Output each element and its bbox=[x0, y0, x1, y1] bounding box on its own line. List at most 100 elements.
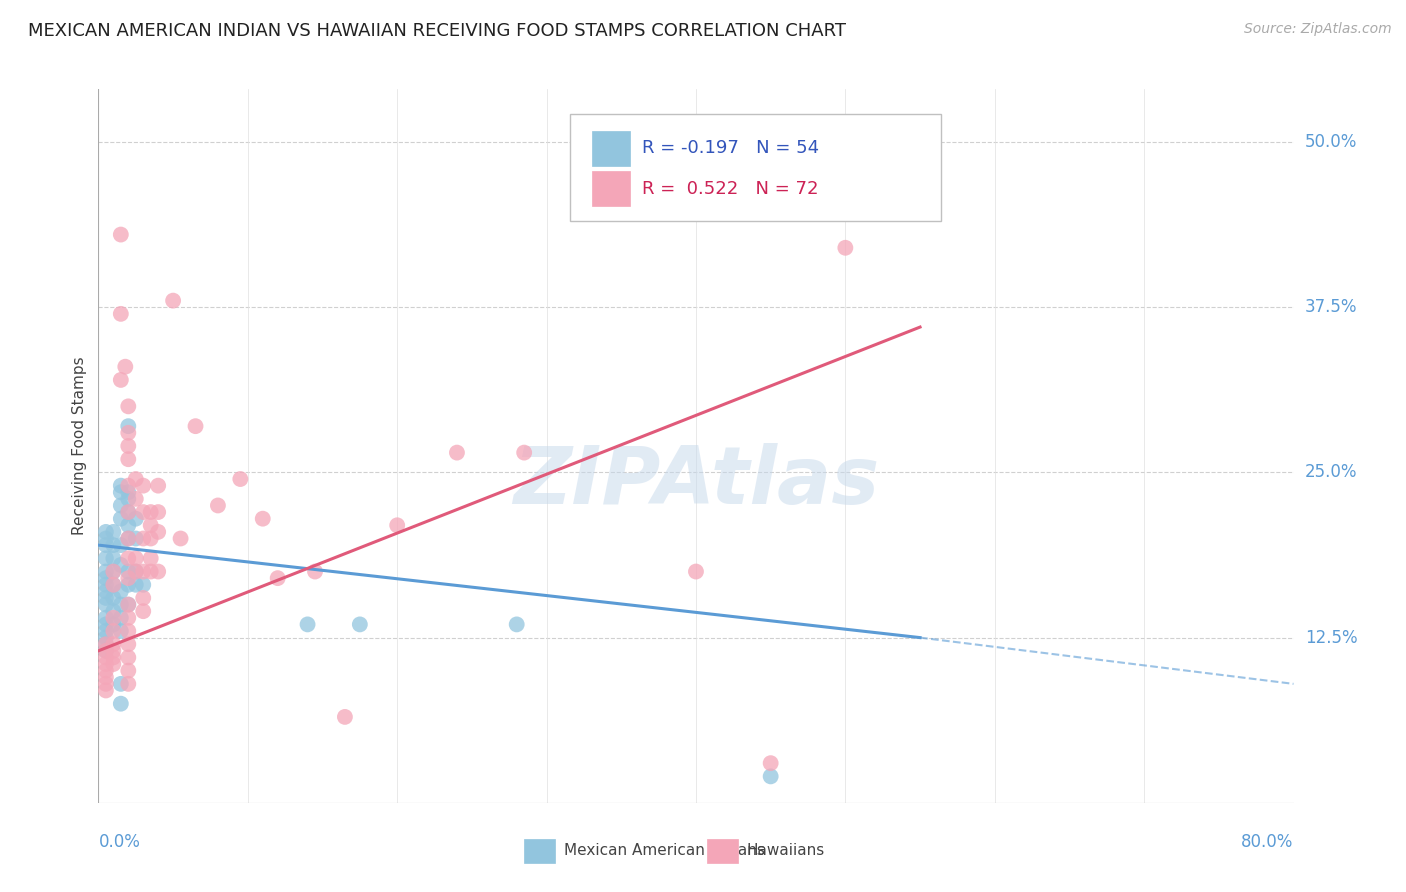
Point bbox=[132, 578, 155, 592]
Point bbox=[759, 756, 782, 771]
Point bbox=[125, 565, 148, 579]
Point bbox=[94, 591, 117, 605]
Point bbox=[117, 505, 139, 519]
Point bbox=[117, 491, 139, 506]
Point bbox=[207, 499, 229, 513]
Point bbox=[94, 578, 117, 592]
Point bbox=[834, 241, 856, 255]
FancyBboxPatch shape bbox=[592, 171, 630, 206]
Text: 80.0%: 80.0% bbox=[1241, 833, 1294, 851]
Point bbox=[94, 611, 117, 625]
Point bbox=[103, 591, 125, 605]
Point bbox=[117, 400, 139, 414]
Text: Hawaiians: Hawaiians bbox=[747, 844, 825, 858]
Point bbox=[125, 511, 148, 525]
Point bbox=[117, 419, 139, 434]
Point bbox=[148, 505, 170, 519]
Point bbox=[132, 565, 155, 579]
Point bbox=[117, 611, 139, 625]
Point bbox=[94, 532, 117, 546]
Point bbox=[94, 670, 117, 684]
Point bbox=[110, 584, 132, 599]
Text: 50.0%: 50.0% bbox=[1305, 133, 1357, 151]
Point bbox=[110, 538, 132, 552]
Point bbox=[110, 611, 132, 625]
Text: Source: ZipAtlas.com: Source: ZipAtlas.com bbox=[1244, 22, 1392, 37]
Point bbox=[513, 445, 536, 459]
Point bbox=[117, 485, 139, 500]
Point bbox=[103, 611, 125, 625]
Point bbox=[333, 710, 356, 724]
Y-axis label: Receiving Food Stamps: Receiving Food Stamps bbox=[72, 357, 87, 535]
Point bbox=[94, 624, 117, 638]
Point bbox=[94, 617, 117, 632]
Point bbox=[385, 518, 409, 533]
Point bbox=[117, 439, 139, 453]
Point bbox=[110, 227, 132, 242]
Point bbox=[110, 373, 132, 387]
Point bbox=[117, 518, 139, 533]
Point bbox=[94, 571, 117, 585]
Point bbox=[110, 677, 132, 691]
Point bbox=[162, 293, 184, 308]
Point bbox=[94, 584, 117, 599]
Point bbox=[94, 565, 117, 579]
Point bbox=[125, 532, 148, 546]
Point bbox=[139, 532, 162, 546]
Point bbox=[103, 644, 125, 658]
Point bbox=[117, 664, 139, 678]
Point bbox=[114, 359, 136, 374]
Point bbox=[94, 637, 117, 651]
Point bbox=[125, 551, 148, 566]
Point bbox=[103, 551, 125, 566]
Point bbox=[103, 650, 125, 665]
Point bbox=[94, 683, 117, 698]
Point bbox=[94, 650, 117, 665]
Point bbox=[110, 307, 132, 321]
Point bbox=[685, 565, 707, 579]
Point bbox=[117, 532, 139, 546]
Point bbox=[132, 478, 155, 492]
Point bbox=[132, 604, 155, 618]
Point bbox=[110, 598, 132, 612]
Point bbox=[132, 591, 155, 605]
Point bbox=[117, 578, 139, 592]
Point bbox=[349, 617, 371, 632]
Point bbox=[169, 532, 191, 546]
Point bbox=[94, 657, 117, 671]
Point bbox=[139, 565, 162, 579]
Point bbox=[103, 657, 125, 671]
Point bbox=[132, 505, 155, 519]
Point bbox=[125, 565, 148, 579]
Point bbox=[110, 485, 132, 500]
Text: 0.0%: 0.0% bbox=[98, 833, 141, 851]
Point bbox=[117, 598, 139, 612]
Point bbox=[125, 491, 148, 506]
Point bbox=[117, 425, 139, 440]
Point bbox=[94, 664, 117, 678]
Text: 25.0%: 25.0% bbox=[1305, 464, 1357, 482]
FancyBboxPatch shape bbox=[571, 114, 941, 221]
Point bbox=[110, 478, 132, 492]
Point bbox=[117, 551, 139, 566]
Point bbox=[304, 565, 326, 579]
Text: R = -0.197   N = 54: R = -0.197 N = 54 bbox=[643, 139, 820, 157]
Point bbox=[103, 524, 125, 539]
Point bbox=[103, 637, 125, 651]
Point bbox=[139, 518, 162, 533]
Point bbox=[297, 617, 319, 632]
Text: 12.5%: 12.5% bbox=[1305, 629, 1357, 647]
Point bbox=[94, 551, 117, 566]
Point bbox=[94, 637, 117, 651]
Point bbox=[267, 571, 290, 585]
Text: 37.5%: 37.5% bbox=[1305, 298, 1357, 317]
Point bbox=[759, 769, 782, 783]
Point bbox=[184, 419, 207, 434]
Point bbox=[148, 565, 170, 579]
Point bbox=[117, 532, 139, 546]
Point bbox=[94, 631, 117, 645]
Point bbox=[94, 677, 117, 691]
Point bbox=[110, 511, 132, 525]
Point bbox=[139, 505, 162, 519]
Text: ZIPAtlas: ZIPAtlas bbox=[513, 442, 879, 521]
